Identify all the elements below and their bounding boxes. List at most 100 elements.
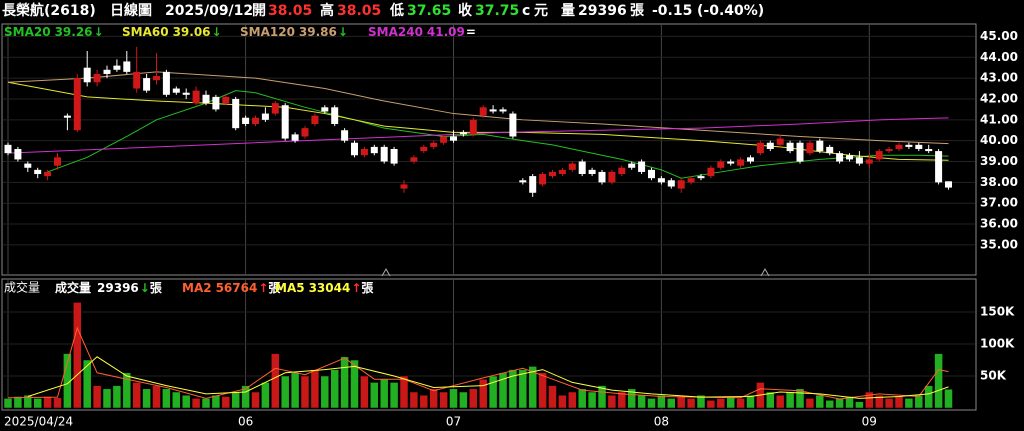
candle-body	[400, 184, 408, 189]
legend-part: 39.26	[55, 25, 93, 39]
price-panel	[1, 23, 977, 276]
candle-body	[14, 149, 22, 160]
candle-body	[806, 142, 814, 154]
marker	[381, 267, 391, 277]
high-value: 38.05	[337, 3, 381, 19]
candle-body	[638, 161, 646, 172]
volume-bar	[389, 382, 399, 409]
volume-bar	[855, 401, 864, 409]
candle-body	[707, 167, 715, 177]
candle-body	[598, 171, 606, 183]
y-tick-label: 100K	[980, 337, 1015, 351]
candle-body	[252, 117, 259, 124]
volume-bar	[686, 398, 696, 409]
volume-bar	[478, 378, 488, 409]
x-tick-label: 2025/04/24	[4, 415, 73, 429]
ma-line	[27, 356, 949, 399]
legend-part: MA5	[275, 281, 305, 295]
candle-body	[202, 94, 210, 104]
legend-part: SMA20	[4, 25, 51, 39]
candle-body	[73, 78, 81, 131]
volume-bar	[894, 396, 904, 409]
candle-body	[816, 140, 824, 152]
candle-body	[301, 128, 309, 137]
candle-body	[123, 61, 131, 72]
legend-part: 39.06	[173, 25, 211, 39]
high-label: 高	[320, 2, 334, 19]
candle-body	[529, 176, 537, 193]
x-tick-label: 06	[238, 415, 253, 429]
y-tick-label: 43.00	[980, 71, 1018, 85]
legend-part: 張	[268, 281, 281, 295]
unit: 元	[534, 3, 548, 19]
volume-bar	[874, 394, 884, 409]
y-tick-label: 37.00	[980, 196, 1018, 210]
volume-bar	[835, 398, 844, 409]
candle-body	[865, 159, 873, 164]
volume-bar	[261, 382, 270, 409]
volume-bar	[231, 391, 240, 409]
y-tick-label: 41.00	[980, 112, 1018, 126]
legend-part: 56764	[216, 281, 258, 295]
header: 長榮航(2618) 日線圖 2025/09/12 開 38.05 高 38.05…	[2, 2, 764, 19]
candle-body	[311, 115, 319, 124]
candle-body	[133, 71, 141, 89]
stock-name: 長榮航(2618)	[2, 2, 96, 19]
volume-bar	[3, 398, 13, 409]
legend-entry: MA5 33044↑張	[275, 281, 374, 295]
candle-body	[430, 142, 438, 147]
candle-body	[727, 161, 735, 164]
candle-body	[440, 136, 448, 143]
legend-part: 39.86	[299, 25, 337, 39]
candle-body	[212, 96, 220, 110]
volume-bar	[399, 375, 409, 409]
candle-body	[766, 142, 774, 149]
y-tick-label: 42.00	[980, 91, 1018, 105]
x-tick-label: 09	[862, 415, 877, 429]
legend-part: 張	[361, 281, 374, 295]
volume-bar	[528, 366, 537, 409]
legend-part: 33044	[309, 281, 351, 295]
candle-body	[450, 136, 457, 141]
candle-body	[588, 169, 596, 175]
change: -0.15	[652, 3, 692, 19]
candle-body	[351, 142, 358, 156]
legend-part: ↓	[140, 281, 150, 295]
candle-body	[677, 180, 685, 189]
candle-body	[697, 176, 705, 179]
candle-body	[648, 169, 655, 179]
volume-bar	[419, 394, 429, 409]
volume-bar	[241, 385, 250, 409]
y-tick-label: 39.00	[980, 154, 1018, 168]
volume-bar	[73, 302, 82, 409]
volume-bar	[587, 391, 597, 409]
volume-bar	[13, 396, 23, 409]
candle-body	[786, 142, 794, 152]
candle-body	[479, 107, 487, 116]
candle-body	[558, 169, 566, 175]
volume-bar	[785, 391, 795, 409]
volume-bar	[152, 385, 161, 409]
candle-body	[321, 107, 329, 112]
volume-bar	[696, 394, 706, 409]
volume-bar	[845, 396, 854, 409]
volume-bar	[469, 388, 478, 409]
volume-label: 量	[561, 3, 575, 19]
volume-bar	[409, 391, 419, 409]
candle-body	[935, 151, 943, 183]
x-tick-label: 07	[446, 415, 461, 429]
legend-entry: 成交量 29396↓張	[55, 280, 163, 295]
legend-part: 41.09	[427, 25, 465, 39]
volume-bar	[330, 369, 339, 409]
y-tick-label: 38.00	[980, 175, 1018, 189]
volume-bar	[181, 394, 191, 409]
candle-body	[360, 149, 368, 156]
volume-bar	[805, 398, 815, 409]
candle-body	[509, 113, 517, 137]
y-tick-label: 150K	[980, 305, 1015, 319]
period: 日線圖	[110, 2, 152, 19]
legend-entry: SMA120 39.86↓	[240, 25, 348, 39]
legend-part: ↓	[338, 25, 348, 39]
volume-bar	[320, 375, 330, 409]
candle-body	[222, 96, 230, 104]
